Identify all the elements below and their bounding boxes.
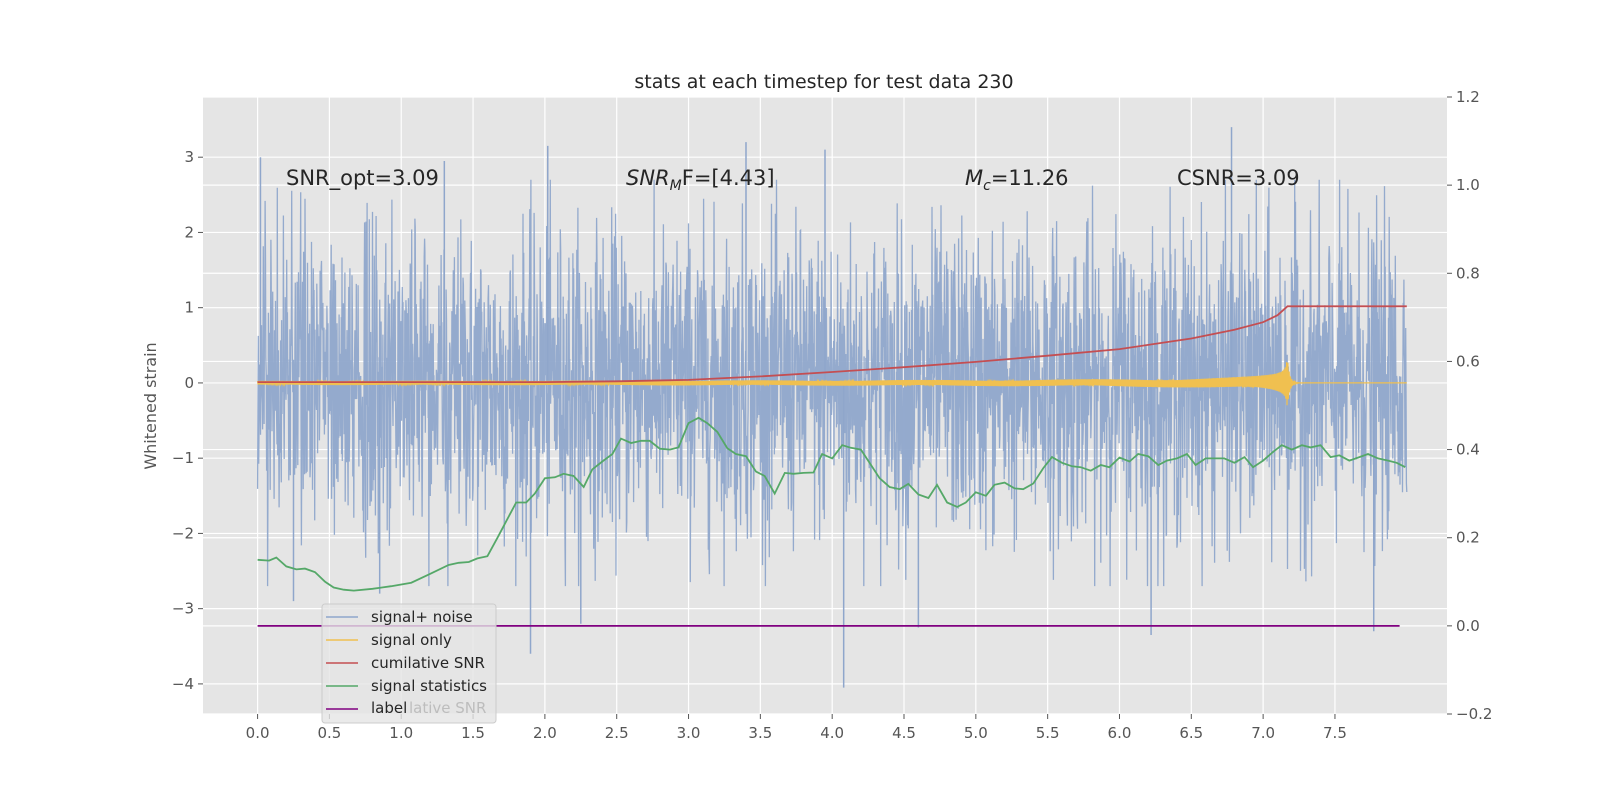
x-axis-ticks: 0.0 0.5 1.0 1.5 2.0 2.5 3.0 3.5 4.0 4.5 5.0 5.5 6.0 6…	[246, 714, 1347, 742]
y2-tick-label: 0.4	[1456, 441, 1480, 459]
y-tick-label: 0	[184, 374, 194, 392]
legend: lative SNR signal+ noise signal only cum…	[321, 603, 497, 724]
y2-tick-label: 1.2	[1456, 88, 1480, 106]
x-tick-label: 1.0	[389, 724, 413, 742]
legend-hidden-text: lative SNR	[409, 699, 486, 717]
x-tick-label: 5.0	[964, 724, 988, 742]
chart-title: stats at each timestep for test data 230	[634, 71, 1013, 93]
annotation-snr-opt: SNR_opt=3.09	[286, 166, 439, 191]
x-tick-label: 3.5	[748, 724, 772, 742]
annotation-snr-mf-rest: F=[4.43]	[682, 166, 775, 190]
y2-tick-label: −0.2	[1456, 705, 1492, 723]
annotation-snr-mf: SNRMF=[4.43]	[626, 166, 775, 194]
y-axis-ticks: −4 −3 −2 −1 0 1 2 3	[172, 148, 203, 693]
annotation-mc: Mc=11.26	[965, 166, 1069, 194]
x-tick-label: 0.0	[246, 724, 270, 742]
annotation-mc-base: M	[965, 166, 983, 190]
y-tick-label: −1	[172, 449, 194, 467]
x-tick-label: 6.0	[1108, 724, 1132, 742]
y2-tick-label: 0.2	[1456, 529, 1480, 547]
legend-label-signal-statistics: signal statistics	[371, 677, 487, 695]
x-tick-label: 4.0	[820, 724, 844, 742]
y-tick-label: 1	[184, 299, 194, 317]
y-tick-label: 3	[184, 148, 194, 166]
legend-label-label: label	[371, 699, 407, 717]
legend-label-cumulative-snr: cumilative SNR	[371, 654, 485, 672]
x-tick-label: 3.0	[677, 724, 701, 742]
annotation-mc-sub: c	[983, 178, 991, 194]
x-tick-label: 2.0	[533, 724, 557, 742]
annotation-snr-mf-base: SNR	[626, 166, 670, 190]
x-tick-label: 0.5	[317, 724, 341, 742]
x-tick-label: 1.5	[461, 724, 485, 742]
legend-label-signal-only: signal only	[371, 631, 452, 649]
y-tick-label: −4	[172, 675, 194, 693]
y-tick-label: −2	[172, 524, 194, 542]
legend-frame	[321, 603, 497, 724]
cumulative-snr-line	[257, 305, 1407, 383]
annotation-mc-rest: =11.26	[991, 166, 1069, 190]
y2-tick-label: 0.0	[1456, 617, 1480, 635]
legend-label-signal-noise: signal+ noise	[371, 608, 473, 626]
x-tick-label: 2.5	[605, 724, 629, 742]
signal-statistics-line	[257, 416, 1406, 592]
y-axis-label: Whitened strain	[141, 342, 160, 469]
y2-tick-label: 0.6	[1456, 352, 1480, 370]
y-tick-label: −3	[172, 600, 194, 618]
y2-tick-label: 0.8	[1456, 264, 1480, 282]
annotation-csnr: CSNR=3.09	[1177, 166, 1300, 190]
x-tick-label: 6.5	[1179, 724, 1203, 742]
x-tick-label: 7.5	[1323, 724, 1347, 742]
annotation-snr-mf-sub: M	[670, 178, 682, 194]
right-y-axis-ticks: −0.2 0.0 0.2 0.4 0.6 0.8 1.0 1.2	[1447, 88, 1492, 723]
annotations: SNR_opt=3.09 SNRMF=[4.43] Mc=11.26 CSNR=…	[286, 166, 1300, 194]
x-tick-label: 4.5	[892, 724, 916, 742]
y-tick-label: 2	[184, 223, 194, 241]
x-tick-label: 5.5	[1036, 724, 1060, 742]
x-tick-label: 7.0	[1251, 724, 1275, 742]
y2-tick-label: 1.0	[1456, 176, 1480, 194]
